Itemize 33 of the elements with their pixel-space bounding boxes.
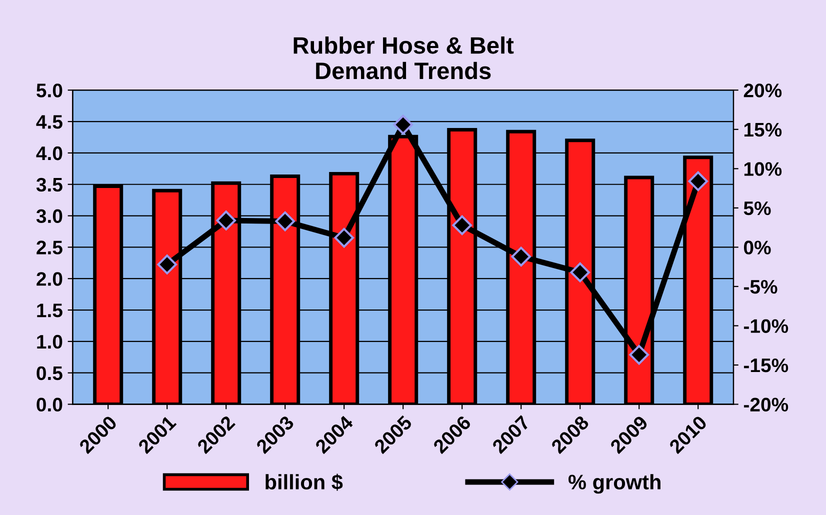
y2-tick-label: -15% [744,358,788,372]
point [216,210,236,230]
y-tick-label: 0.5 [36,366,62,380]
y2-tick-label: -20% [744,398,788,412]
y-tick-label: 1.5 [37,304,62,318]
y2-tick-label: -10% [744,319,788,333]
y2-tick-label: 5% [744,201,771,216]
point [629,344,649,365]
y-tick-label: 2.5 [36,240,62,254]
y2-tick-label: 20% [744,84,782,98]
y-tick-label: 2.0 [36,272,62,286]
point [157,254,177,274]
y2-tick-label: 0% [744,240,771,254]
y-tick-label: 3.0 [36,209,62,224]
point [570,262,590,282]
point [275,211,295,232]
point [393,114,413,135]
y2-tick-label: -5% [744,280,778,294]
chart-title: Rubber Hose & Belt Demand Trends [294,36,514,80]
y2-tick-label: 15% [744,122,782,137]
point [511,246,531,267]
legend-label: billion $ [266,474,343,491]
y-tick-label: 0.0 [36,398,62,412]
y-tick-label: 5.0 [36,84,62,98]
y-tick-label: 4.5 [36,115,62,129]
point [334,228,354,248]
point [688,171,708,192]
y-tick-label: 1.0 [37,334,62,349]
point [452,215,472,236]
legend-label: % growth [568,474,660,494]
y2-tick-label: 10% [744,162,782,176]
y-tick-label: 4.0 [36,146,62,160]
y-tick-label: 3.5 [36,178,62,192]
